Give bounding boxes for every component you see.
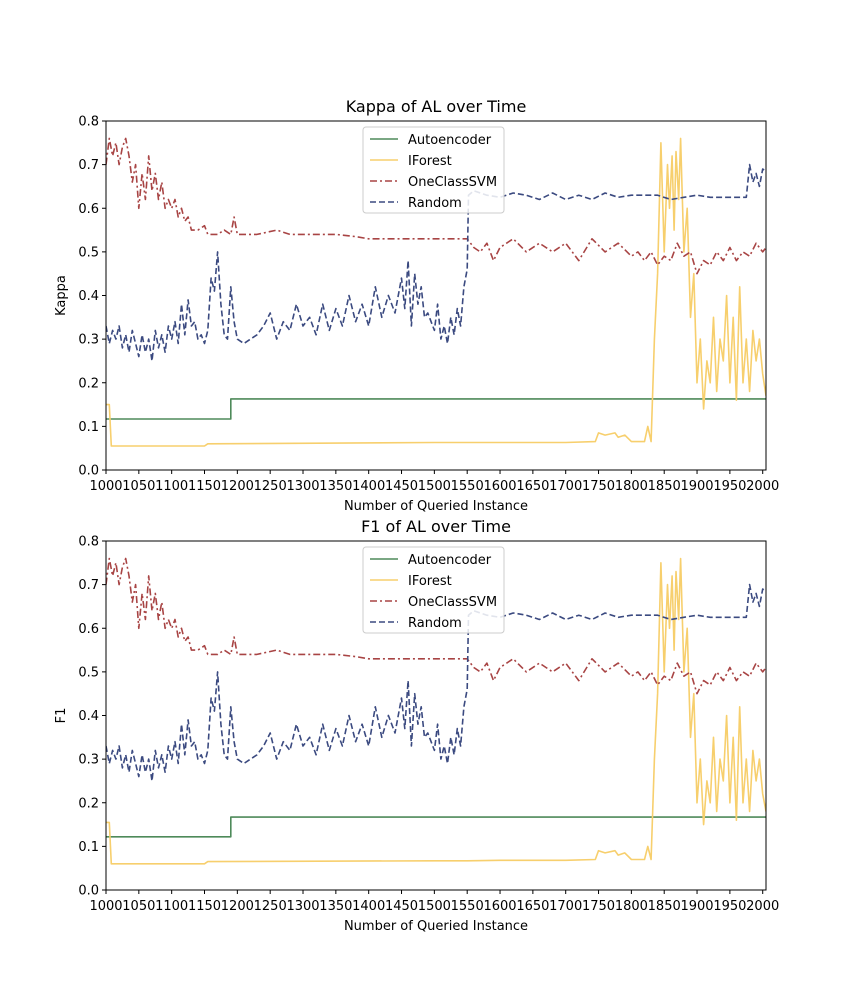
x-tick-label: 1000: [89, 899, 122, 914]
x-tick-label: 1650: [516, 479, 549, 494]
x-tick-label: 2000: [746, 479, 779, 494]
y-tick-label: 0.6: [78, 202, 99, 217]
series-line-random: [106, 583, 766, 782]
chart-title: Kappa of AL over Time: [346, 97, 527, 116]
series-line-oneclasssvm: [106, 557, 766, 695]
x-tick-label: 1850: [648, 899, 681, 914]
y-tick-label: 0.7: [78, 578, 99, 593]
x-tick-label: 1800: [615, 479, 648, 494]
x-tick-label: 1600: [483, 479, 516, 494]
x-tick-label: 1900: [680, 899, 713, 914]
x-tick-label: 1050: [122, 479, 155, 494]
series-line-iforest: [106, 557, 766, 865]
x-axis-label: Number of Queried Instance: [344, 499, 528, 514]
x-tick-label: 1800: [615, 899, 648, 914]
y-tick-label: 0.1: [78, 420, 99, 435]
x-tick-label: 1400: [352, 899, 385, 914]
y-tick-label: 0.0: [78, 464, 99, 479]
x-tick-label: 1550: [451, 899, 484, 914]
x-tick-label: 2000: [746, 899, 779, 914]
x-tick-label: 1350: [319, 479, 352, 494]
x-tick-label: 1500: [418, 899, 451, 914]
chart-title: F1 of AL over Time: [361, 517, 511, 536]
x-tick-label: 1200: [221, 479, 254, 494]
y-tick-label: 0.8: [78, 115, 99, 130]
legend-label-iforest: IForest: [408, 574, 452, 589]
x-tick-label: 1450: [385, 899, 418, 914]
y-tick-label: 0.4: [78, 709, 99, 724]
x-tick-label: 1600: [483, 899, 516, 914]
series-line-iforest: [106, 137, 766, 447]
series-group: [106, 557, 766, 865]
x-tick-label: 1100: [155, 479, 188, 494]
x-tick-label: 1850: [648, 479, 681, 494]
y-tick-label: 0.0: [78, 884, 99, 899]
x-tick-label: 1150: [188, 479, 221, 494]
x-tick-label: 1200: [221, 899, 254, 914]
x-tick-label: 1300: [286, 479, 319, 494]
legend-box: [362, 126, 505, 214]
legend-label-oneclasssvm: OneClassSVM: [408, 175, 497, 190]
x-tick-label: 1250: [254, 899, 287, 914]
legend-label-oneclasssvm: OneClassSVM: [408, 595, 497, 610]
y-tick-label: 0.2: [78, 376, 99, 391]
x-tick-label: 1900: [680, 479, 713, 494]
x-tick-label: 1500: [418, 479, 451, 494]
legend: Autoencoder IForest OneClassSVM Random: [362, 546, 505, 634]
legend: Autoencoder IForest OneClassSVM Random: [362, 126, 505, 214]
x-tick-label: 1700: [549, 899, 582, 914]
legend-label-iforest: IForest: [408, 154, 452, 169]
y-tick-label: 0.2: [78, 796, 99, 811]
series-line-autoencoder: [106, 398, 766, 420]
legend-label-autoencoder: Autoencoder: [408, 553, 492, 568]
y-axis-label: F1: [54, 708, 69, 724]
x-tick-label: 1000: [89, 479, 122, 494]
x-tick-label: 1700: [549, 479, 582, 494]
x-tick-label: 1350: [319, 899, 352, 914]
x-tick-label: 1150: [188, 899, 221, 914]
legend-label-random: Random: [408, 616, 462, 631]
x-tick-label: 1650: [516, 899, 549, 914]
legend-box: [362, 546, 505, 634]
y-axis-label: Kappa: [54, 275, 69, 316]
x-tick-label: 1950: [713, 899, 746, 914]
series-line-oneclasssvm: [106, 137, 766, 275]
x-tick-label: 1400: [352, 479, 385, 494]
x-tick-label: 1750: [582, 899, 615, 914]
legend-label-autoencoder: Autoencoder: [408, 133, 492, 148]
x-tick-label: 1300: [286, 899, 319, 914]
x-tick-label: 1250: [254, 479, 287, 494]
x-tick-label: 1100: [155, 899, 188, 914]
x-tick-label: 1750: [582, 479, 615, 494]
y-tick-label: 0.1: [78, 840, 99, 855]
series-line-autoencoder: [106, 816, 766, 838]
series-line-random: [106, 163, 766, 362]
x-axis-label: Number of Queried Instance: [344, 919, 528, 934]
y-tick-label: 0.3: [78, 753, 99, 768]
x-tick-label: 1050: [122, 899, 155, 914]
y-tick-label: 0.6: [78, 622, 99, 637]
y-tick-label: 0.3: [78, 333, 99, 348]
y-tick-label: 0.5: [78, 245, 99, 260]
x-tick-label: 1550: [451, 479, 484, 494]
y-tick-label: 0.7: [78, 158, 99, 173]
x-tick-label: 1950: [713, 479, 746, 494]
y-tick-label: 0.5: [78, 665, 99, 680]
y-tick-label: 0.4: [78, 289, 99, 304]
x-tick-label: 1450: [385, 479, 418, 494]
y-tick-label: 0.8: [78, 535, 99, 550]
legend-label-random: Random: [408, 196, 462, 211]
series-group: [106, 137, 766, 447]
